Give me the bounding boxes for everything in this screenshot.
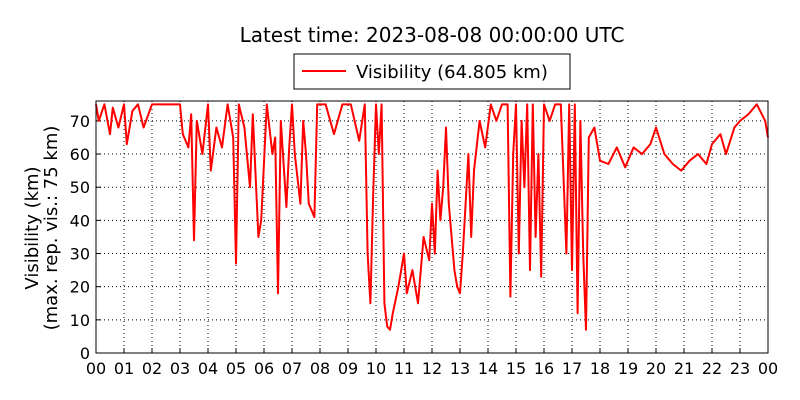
x-tick-label: 18 — [590, 359, 610, 378]
y-label-line: Visibility (km) — [22, 166, 43, 289]
x-tick-label: 16 — [534, 359, 554, 378]
x-tick-label: 09 — [338, 359, 358, 378]
y-tick-label: 40 — [70, 211, 90, 230]
x-tick-label: 19 — [618, 359, 638, 378]
x-tick-label: 14 — [478, 359, 498, 378]
x-tick-label: 04 — [198, 359, 218, 378]
x-tick-label: 07 — [282, 359, 302, 378]
y-tick-label: 70 — [70, 112, 90, 131]
chart-title: Latest time: 2023-08-08 00:00:00 UTC — [240, 23, 625, 47]
x-tick-label: 22 — [702, 359, 722, 378]
y-axis-label: Visibility (km) (max. rep. vis.: 75 km) — [22, 126, 62, 331]
x-tick-label: 13 — [450, 359, 470, 378]
x-tick-label: 05 — [226, 359, 246, 378]
x-tick-label: 23 — [730, 359, 750, 378]
y-tick-label: 60 — [70, 145, 90, 164]
x-tick-label: 01 — [114, 359, 134, 378]
x-tick-label: 17 — [562, 359, 582, 378]
plot-frame — [95, 100, 769, 354]
y-tick-label: 50 — [70, 178, 90, 197]
x-tick-label: 02 — [142, 359, 162, 378]
y-label-line: (max. rep. vis.: 75 km) — [41, 126, 62, 331]
y-tick-label: 20 — [70, 278, 90, 297]
x-tick-label: 12 — [422, 359, 442, 378]
x-tick-label: 00 — [758, 359, 778, 378]
y-tick-label: 30 — [70, 245, 90, 264]
y-tick-label: 0 — [80, 344, 90, 363]
x-tick-label: 11 — [394, 359, 414, 378]
x-tick-label: 00 — [86, 359, 106, 378]
data-line — [95, 103, 769, 331]
y-tick-label: 10 — [70, 311, 90, 330]
x-tick-label: 20 — [646, 359, 666, 378]
legend-label: Visibility (64.805 km) — [356, 62, 548, 83]
x-tick-label: 21 — [674, 359, 694, 378]
x-tick-label: 10 — [366, 359, 386, 378]
x-tick-label: 03 — [170, 359, 190, 378]
x-tick-label: 08 — [310, 359, 330, 378]
x-tick-label: 06 — [254, 359, 274, 378]
x-tick-label: 15 — [506, 359, 526, 378]
